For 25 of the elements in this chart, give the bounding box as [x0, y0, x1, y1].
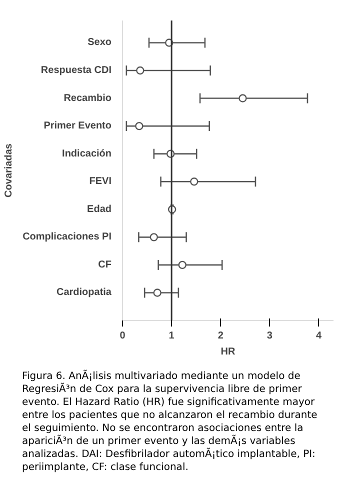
y-tick-label: Edad [87, 204, 112, 215]
y-tick-label: Sexo [88, 37, 112, 48]
y-axis-title: Covariadas [4, 143, 15, 198]
x-tick-label: 1 [168, 330, 175, 342]
x-tick-label: 3 [266, 330, 273, 342]
point [238, 94, 247, 102]
y-tick-label: Respuesta CDI [40, 65, 112, 76]
text: Figura 6. AnÃ¡lisis multivariado mediante un modelo de RegresiÃ³n de Cox para la supervivencia libre de primer evento. El Hazard Ratio (HR) fue significativamente mayor entre los pacientes que no alcanzaron el recambio durante el seguimiento. No se encontraron asociaciones entre la apariciÃ³n de un primer evento y las demÃ¡s variables analizadas. DAI: Desfibrilador automÃ¡tico implantable, PI: periimplante, CF: clase funcional. [22, 370, 318, 474]
y-tick-label: Cardiopatia [56, 287, 112, 298]
point [178, 260, 186, 270]
point [153, 288, 162, 297]
y-tick-label: Primer Evento [44, 120, 112, 132]
x-tick-label: 0 [120, 330, 126, 342]
y-tick-label: FEVI [89, 176, 112, 188]
point [190, 178, 198, 186]
y-tick-label: Complicaciones PI [22, 232, 112, 243]
point [136, 66, 144, 75]
y-tick-label: CF [98, 259, 112, 270]
x-tick-label: 2 [218, 330, 224, 342]
x-axis-title: HR [220, 346, 236, 358]
y-tick-label: Indicación [62, 148, 112, 160]
x-tick-label: 4 [316, 330, 322, 342]
point [150, 233, 158, 242]
y-tick-label: Recambio [64, 92, 112, 104]
point [135, 122, 144, 130]
